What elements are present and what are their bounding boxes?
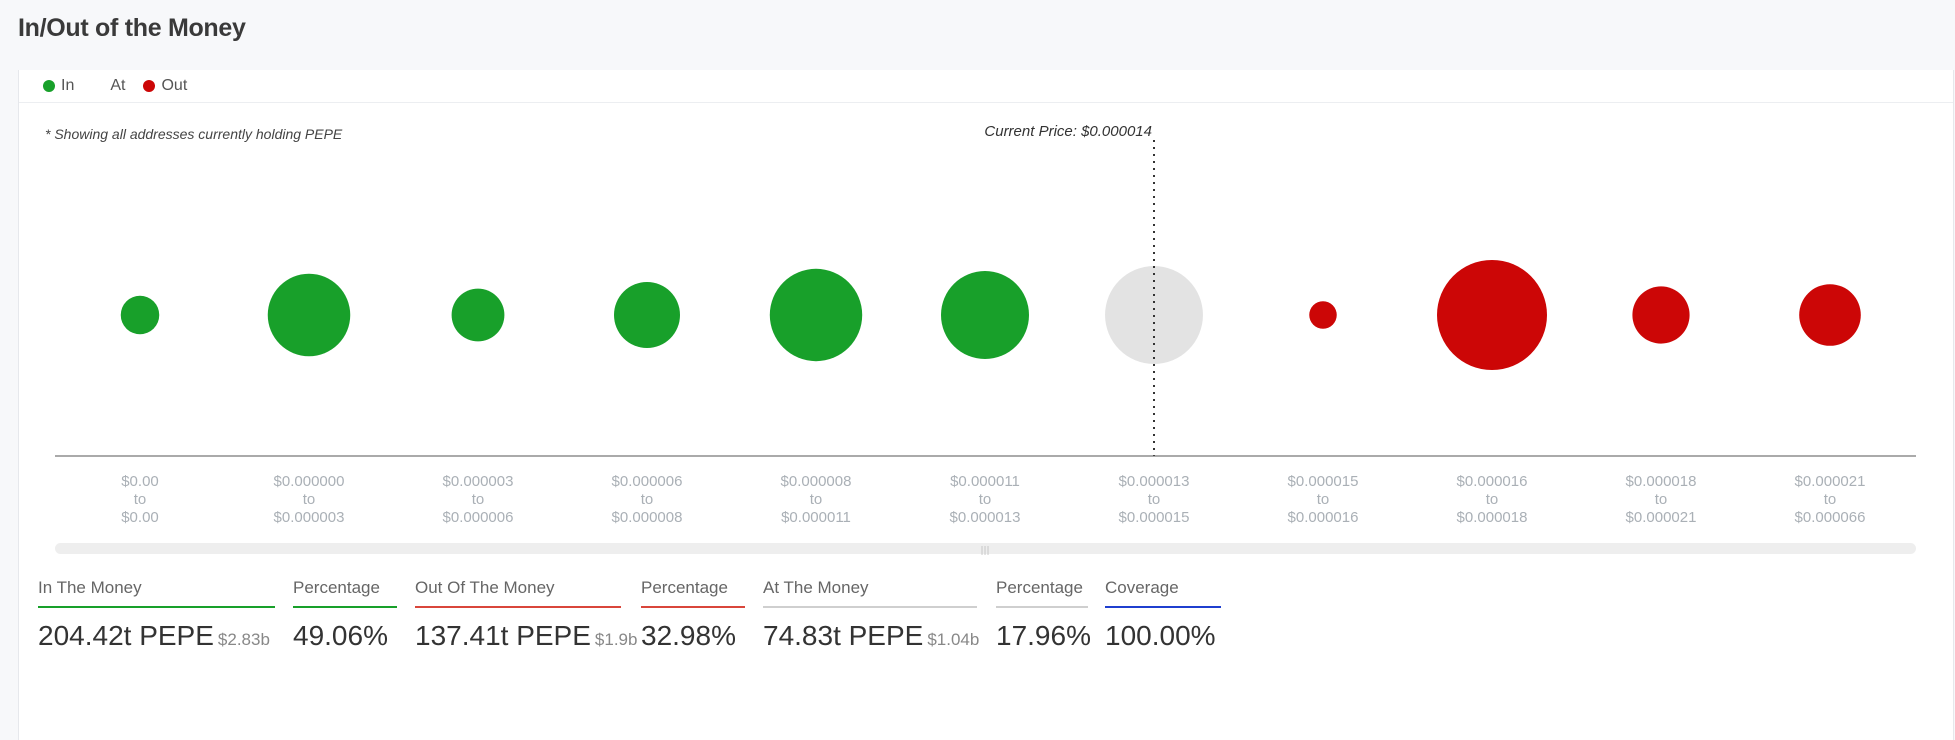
stat-value: 137.41t PEPE $1.9b	[415, 620, 637, 652]
bubble-in[interactable]	[120, 295, 160, 335]
tick-label-from: $0.000013	[1119, 473, 1190, 490]
stat-value: 74.83t PEPE $1.04b	[763, 620, 980, 652]
legend-dot-out-icon	[143, 80, 156, 92]
tick-label-to-word: to	[810, 491, 823, 508]
stat-value: 204.42t PEPE $2.83b	[38, 620, 275, 652]
legend-item-out[interactable]: Out	[143, 77, 187, 95]
tick-label-from: $0.000008	[781, 473, 852, 490]
stat-label: Percentage	[293, 578, 397, 608]
stat-usd: $1.9b	[594, 630, 638, 649]
tick-label-from: $0.000011	[950, 473, 1020, 490]
stat-label: Out Of The Money	[415, 578, 621, 608]
stat-value: 100.00%	[1105, 620, 1216, 651]
tick-label-to: $0.000018	[1457, 509, 1528, 526]
stat-at-the-money: At The Money 74.83t PEPE $1.04b	[763, 578, 980, 652]
legend-divider	[19, 102, 1953, 103]
tick-label-to-word: to	[1148, 491, 1161, 508]
bubble-in[interactable]	[614, 282, 680, 348]
stat-value: 32.98%	[641, 620, 736, 651]
stat-usd: $1.04b	[927, 630, 980, 649]
tick-label-to: $0.000066	[1795, 509, 1866, 526]
stat-label: Coverage	[1105, 578, 1221, 608]
bubble-out[interactable]	[1309, 301, 1337, 329]
legend-label: At	[110, 77, 126, 94]
tick-label-to: $0.000008	[612, 509, 683, 526]
legend-item-at[interactable]: At	[92, 77, 125, 95]
tick-label-to-word: to	[303, 491, 316, 508]
scrollbar-grip-icon: |||	[980, 546, 989, 556]
stat-at-percentage: Percentage 17.96%	[996, 578, 1091, 652]
tick-label-to-word: to	[1655, 491, 1668, 508]
tick-label-from: $0.000003	[443, 473, 514, 490]
stat-label: Percentage	[996, 578, 1088, 608]
tick-label-to-word: to	[641, 491, 654, 508]
bubble-in[interactable]	[451, 288, 505, 342]
tick-label-from: $0.000006	[612, 473, 683, 490]
tick-label-to: $0.000003	[274, 509, 345, 526]
tick-label-to-word: to	[134, 491, 147, 508]
legend-label: In	[61, 77, 75, 94]
bubble-out[interactable]	[1437, 260, 1547, 370]
tick-label-to-word: to	[979, 491, 992, 508]
tick-label-to-word: to	[1317, 491, 1330, 508]
stat-label: At The Money	[763, 578, 977, 608]
stat-out-percentage: Percentage 32.98%	[641, 578, 745, 652]
bubble-chart: Current Price: $0.000014$0.00to$0.00$0.0…	[55, 123, 1916, 556]
page-title: In/Out of the Money	[18, 14, 246, 42]
tick-label-to: $0.000011	[781, 509, 851, 526]
tick-label-from: $0.000021	[1795, 473, 1866, 490]
tick-label-to: $0.000016	[1288, 509, 1359, 526]
stat-in-percentage: Percentage 49.06%	[293, 578, 397, 652]
chart-card: In At Out * Showing all addresses curren…	[18, 70, 1954, 740]
tick-label-from: $0.00	[121, 473, 159, 490]
stat-value: 17.96%	[996, 620, 1091, 651]
page-header: In/Out of the Money	[0, 0, 1955, 70]
stat-amount: 74.83t PEPE	[763, 620, 924, 651]
stat-in-the-money: In The Money 204.42t PEPE $2.83b	[38, 578, 275, 652]
legend: In At Out	[43, 70, 187, 102]
bubble-out[interactable]	[1799, 284, 1861, 346]
stat-usd: $2.83b	[217, 630, 270, 649]
tick-label-to-word: to	[1486, 491, 1499, 508]
legend-dot-in-icon	[43, 80, 55, 92]
stat-out-of-the-money: Out Of The Money 137.41t PEPE $1.9b	[415, 578, 637, 652]
stat-label: Percentage	[641, 578, 745, 608]
holders-note: * Showing all addresses currently holdin…	[45, 126, 343, 142]
tick-label-to: $0.00	[121, 509, 159, 526]
tick-label-from: $0.000015	[1288, 473, 1359, 490]
stat-amount: 137.41t PEPE	[415, 620, 591, 651]
stat-coverage: Coverage 100.00%	[1105, 578, 1221, 652]
bubble-in[interactable]	[769, 268, 863, 362]
bubble-out[interactable]	[1632, 286, 1690, 344]
tick-label-from: $0.000016	[1457, 473, 1528, 490]
bubble-in[interactable]	[941, 271, 1029, 359]
chart-scrollbar[interactable]	[55, 543, 1916, 554]
tick-label-from: $0.000000	[274, 473, 345, 490]
stat-amount: 204.42t PEPE	[38, 620, 214, 651]
stat-label: In The Money	[38, 578, 275, 608]
legend-label: Out	[161, 77, 188, 94]
current-price-label: Current Price: $0.000014	[984, 123, 1152, 140]
tick-label-from: $0.000018	[1626, 473, 1697, 490]
tick-label-to: $0.000015	[1119, 509, 1190, 526]
tick-label-to-word: to	[1824, 491, 1837, 508]
tick-label-to: $0.000021	[1626, 509, 1697, 526]
tick-label-to-word: to	[472, 491, 485, 508]
bubble-in[interactable]	[267, 273, 351, 357]
tick-label-to: $0.000013	[950, 509, 1021, 526]
tick-label-to: $0.000006	[443, 509, 514, 526]
stat-value: 49.06%	[293, 620, 388, 651]
legend-item-in[interactable]: In	[43, 77, 74, 95]
